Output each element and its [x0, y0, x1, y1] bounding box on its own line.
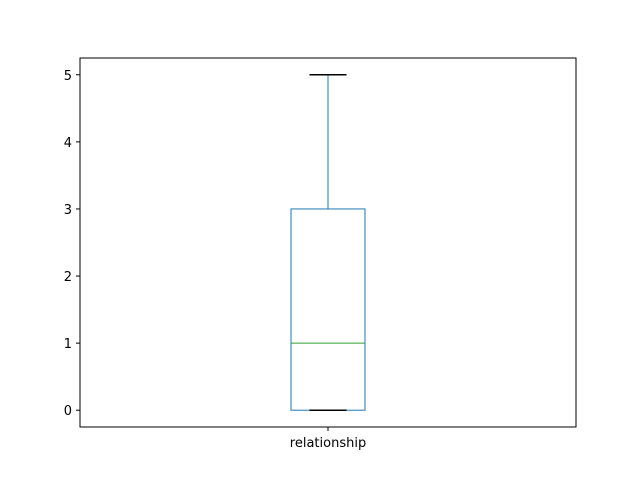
y-tick-label: 0 — [64, 404, 72, 419]
y-axis: 0 1 2 3 4 5 — [64, 69, 80, 419]
x-axis: relationship — [290, 427, 366, 451]
y-tick-label: 3 — [64, 203, 72, 218]
y-tick-label: 1 — [64, 337, 72, 352]
iqr-box — [290, 208, 366, 411]
x-tick-label: relationship — [290, 436, 366, 451]
y-tick-label: 4 — [64, 136, 72, 151]
box-series — [290, 74, 366, 411]
y-tick-label: 2 — [64, 270, 72, 285]
y-tick-label: 5 — [64, 69, 72, 84]
